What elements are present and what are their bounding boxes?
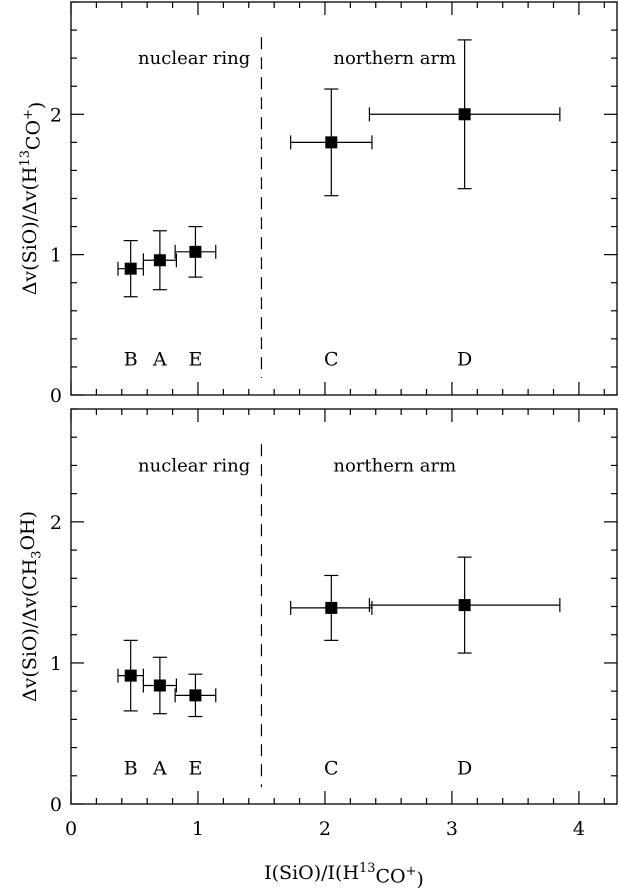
data-point-E — [189, 245, 202, 258]
y-axis-label-part: Δv(SiO)/Δv(CH — [19, 559, 41, 702]
data-point-B — [124, 262, 137, 275]
data-point-C — [325, 136, 338, 149]
x-axis-label-part: ) — [416, 869, 423, 889]
x-axis-label-part: + — [406, 864, 417, 879]
y-tick-label: 1 — [50, 653, 62, 675]
point-label: C — [324, 349, 339, 371]
x-tick-label: 2 — [319, 818, 331, 840]
y-tick-label: 0 — [50, 794, 62, 816]
y-axis-label-part: OH) — [17, 511, 39, 551]
x-tick-label: 1 — [192, 818, 204, 840]
region-label: northern arm — [333, 455, 456, 476]
y-tick-label: 1 — [50, 245, 62, 267]
point-label: C — [324, 757, 339, 779]
region-label: nuclear ring — [138, 455, 250, 476]
y-tick-label: 0 — [50, 385, 62, 407]
x-axis-label-part: CO — [375, 865, 405, 887]
region-label: nuclear ring — [138, 48, 250, 69]
point-label: A — [152, 757, 167, 779]
y-axis-label-part: + — [21, 109, 36, 120]
x-axis-label: I(SiO)/I(H13CO+) — [264, 861, 424, 889]
data-point-A — [153, 679, 166, 692]
point-label: D — [457, 349, 472, 371]
point-label: E — [188, 349, 202, 371]
data-point-D — [458, 108, 471, 121]
x-tick-label: 4 — [573, 818, 585, 840]
y-tick-label: 2 — [50, 512, 62, 534]
x-axis-label-part: 13 — [359, 861, 375, 876]
y-axis-label-part: 13 — [18, 150, 33, 166]
data-point-C — [325, 601, 338, 614]
x-tick-label: 0 — [65, 818, 77, 840]
point-label: B — [124, 349, 138, 371]
region-label: northern arm — [333, 48, 456, 69]
point-label: E — [188, 757, 202, 779]
data-point-B — [124, 669, 137, 682]
data-point-A — [153, 254, 166, 267]
data-point-D — [458, 599, 471, 612]
y-tick-label: 2 — [50, 104, 62, 126]
y-axis-label: Δv(SiO)/Δv(H13CO+) — [18, 102, 48, 296]
x-axis-label-part: I(SiO)/I(H — [264, 862, 359, 884]
y-axis-label-part: 3 — [30, 551, 45, 559]
data-point-E — [189, 689, 202, 702]
point-label: A — [152, 349, 167, 371]
x-tick-label: 3 — [446, 818, 458, 840]
y-axis-label-part: ) — [26, 102, 48, 109]
y-axis-label-part: CO — [22, 120, 44, 150]
y-axis-label: Δv(SiO)/Δv(CH3OH) — [17, 511, 45, 702]
point-label: B — [124, 757, 138, 779]
point-label: D — [457, 757, 472, 779]
y-axis-label-part: Δv(SiO)/Δv(H — [19, 167, 41, 296]
